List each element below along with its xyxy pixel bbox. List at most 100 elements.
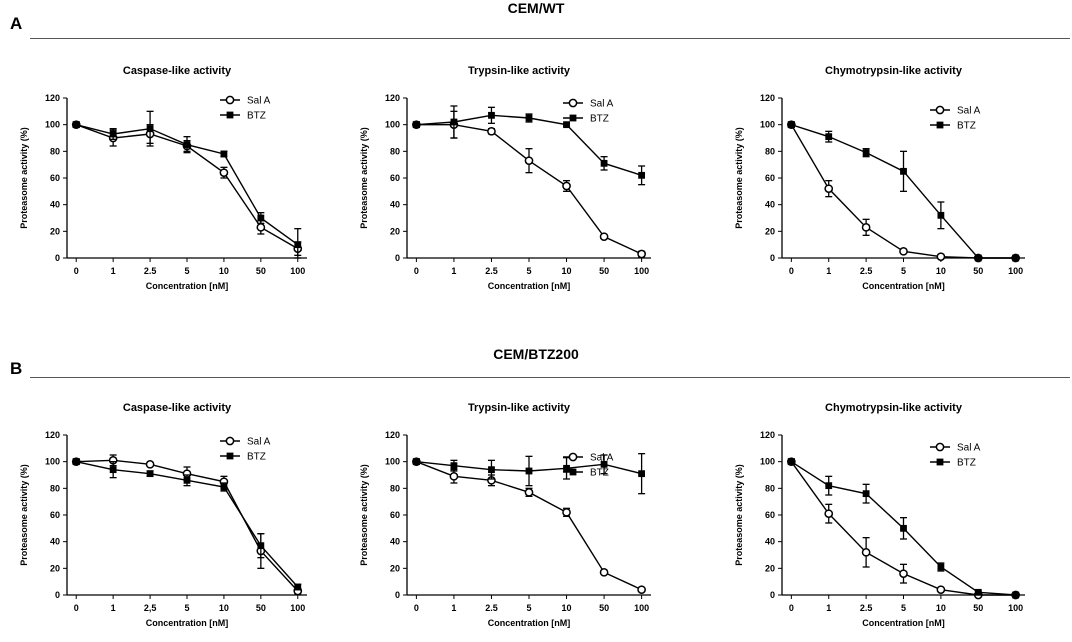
- x-tick-label: 0: [74, 266, 79, 276]
- data-point-square: [183, 141, 191, 149]
- x-tick-label: 100: [634, 266, 649, 276]
- x-tick-label: 0: [74, 603, 79, 613]
- data-point-circle: [899, 569, 908, 579]
- x-tick-label: 5: [184, 266, 189, 276]
- data-point-circle: [487, 126, 496, 136]
- legend-marker-square: [936, 458, 944, 466]
- y-tick-label: 60: [765, 173, 775, 183]
- x-tick-label: 2.5: [860, 603, 873, 613]
- y-tick-label: 120: [45, 430, 60, 440]
- x-tick-label: 5: [184, 603, 189, 613]
- data-point-square: [974, 254, 982, 262]
- x-tick-label: 10: [936, 603, 946, 613]
- data-point-square: [72, 121, 80, 129]
- legend-label: Sal A: [247, 96, 271, 107]
- x-tick-label: 0: [789, 266, 794, 276]
- chart-b-chymotrypsin: Chymotrypsin-like activity02040608010012…: [734, 402, 1025, 628]
- y-tick-label: 120: [385, 93, 400, 103]
- y-tick-label: 80: [765, 146, 775, 156]
- x-tick-label: 5: [526, 603, 531, 613]
- data-point-square: [146, 470, 154, 478]
- data-point-square: [525, 467, 533, 475]
- x-axis-label: Concentration [nM]: [488, 618, 571, 628]
- data-point-square: [488, 111, 495, 119]
- data-point-circle: [861, 547, 871, 557]
- data-point-square: [825, 133, 833, 141]
- y-tick-label: 20: [765, 563, 775, 573]
- data-point-circle: [145, 459, 155, 469]
- y-tick-label: 40: [765, 537, 775, 547]
- y-tick-label: 60: [50, 510, 60, 520]
- y-axis-label: Proteasome activity (%): [19, 464, 29, 566]
- y-tick-label: 80: [390, 483, 400, 493]
- panel-letter-a: A: [10, 14, 23, 33]
- y-tick-label: 40: [390, 537, 400, 547]
- chart-title: Caspase-like activity: [123, 402, 232, 414]
- data-point-square: [900, 524, 907, 532]
- legend-label: BTZ: [957, 458, 976, 469]
- legend-marker-square: [569, 114, 577, 122]
- chart-b-caspase: Caspase-like activity 0 20 40 60 80 100 120 0 1 2,…: [19, 402, 307, 628]
- x-tick-label: 100: [634, 603, 649, 613]
- x-tick-label: 100: [290, 603, 305, 613]
- chart-a-chymotrypsin: Chymotrypsin-like activity02040608010012…: [734, 65, 1025, 291]
- data-point-circle: [936, 585, 946, 595]
- data-point-square: [862, 490, 870, 498]
- data-point-square: [1012, 591, 1020, 599]
- data-point-square: [146, 125, 154, 133]
- y-tick-label: 60: [50, 173, 60, 183]
- x-axis-label: Concentration [nM]: [862, 281, 945, 291]
- data-point-square: [1012, 254, 1020, 262]
- x-tick-label: 10: [562, 266, 572, 276]
- data-point-square: [638, 171, 646, 179]
- data-point-circle: [861, 222, 871, 232]
- y-tick-label: 60: [765, 510, 775, 520]
- legend-label: BTZ: [590, 468, 609, 479]
- x-tick-label: 100: [1008, 266, 1023, 276]
- y-tick-label: 40: [765, 200, 775, 210]
- x-tick-label: 50: [973, 603, 983, 613]
- y-axis-label: Proteasome activity (%): [734, 464, 744, 566]
- data-point-square: [412, 121, 420, 129]
- legend-label: Sal A: [590, 99, 614, 110]
- data-point-square: [862, 149, 870, 157]
- legend-marker-square: [226, 111, 234, 119]
- x-axis-label: Concentration [nM]: [146, 281, 229, 291]
- y-tick-label: 80: [50, 146, 60, 156]
- x-tick-label: 1: [826, 266, 831, 276]
- x-tick-label: 10: [562, 603, 572, 613]
- data-point-square: [294, 583, 302, 591]
- data-point-circle: [637, 585, 646, 595]
- y-tick-label: 100: [760, 120, 775, 130]
- data-point-square: [220, 483, 228, 491]
- legend-marker-circle: [935, 105, 945, 115]
- data-point-circle: [599, 232, 609, 242]
- x-axis-label: Concentration [nM]: [146, 618, 229, 628]
- data-point-square: [787, 121, 795, 129]
- data-point-square: [257, 542, 265, 550]
- x-tick-label: 1: [111, 603, 116, 613]
- legend-marker-circle: [935, 442, 945, 452]
- y-axis-label: Proteasome activity (%): [19, 127, 29, 229]
- y-tick-label: 100: [45, 457, 60, 467]
- x-tick-label: 0: [414, 266, 419, 276]
- panel-divider-a: [30, 38, 1070, 39]
- data-point-circle: [562, 507, 571, 517]
- x-tick-label: 5: [901, 266, 906, 276]
- y-tick-label: 40: [390, 200, 400, 210]
- x-axis-label: Concentration [nM]: [862, 618, 945, 628]
- x-tick-label: 2.5: [485, 603, 498, 613]
- x-tick-label: 10: [936, 266, 946, 276]
- data-point-square: [937, 563, 945, 571]
- y-tick-label: 40: [50, 537, 60, 547]
- data-point-circle: [449, 471, 459, 481]
- y-axis-label: Proteasome activity (%): [359, 127, 369, 229]
- y-tick-label: 80: [765, 483, 775, 493]
- data-point-square: [220, 150, 228, 158]
- legend-label: BTZ: [590, 114, 609, 125]
- data-point-square: [72, 458, 80, 466]
- y-tick-label: 60: [390, 510, 400, 520]
- x-tick-label: 1: [451, 266, 456, 276]
- data-point-circle: [824, 509, 834, 519]
- legend-marker-square: [936, 121, 944, 129]
